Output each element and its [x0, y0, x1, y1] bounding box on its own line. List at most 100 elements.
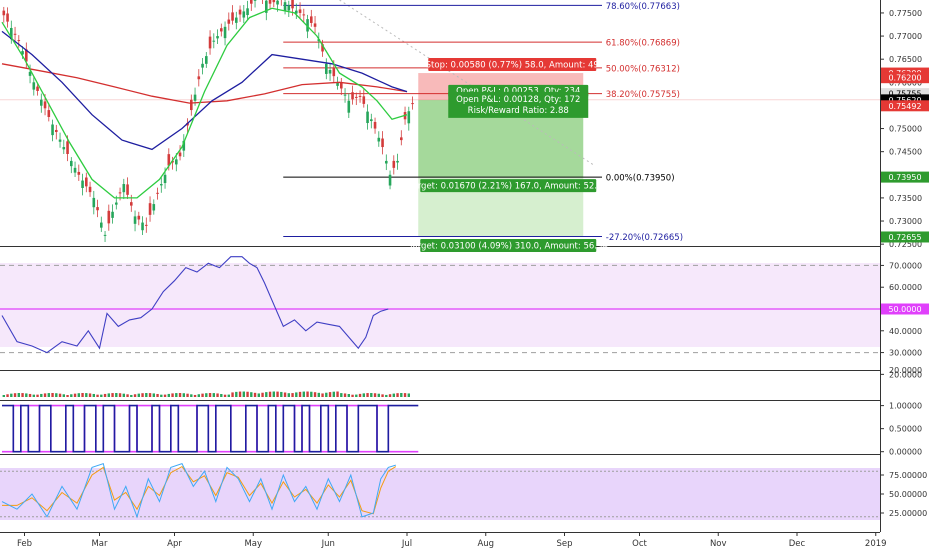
stochastic-layer — [0, 462, 880, 519]
candle-body — [88, 186, 92, 193]
stoch-d-line — [2, 465, 397, 515]
candle-body — [122, 184, 126, 193]
candle-body — [62, 147, 66, 150]
price-tick-label: 0.73500 — [889, 194, 922, 203]
candle-body — [302, 14, 306, 16]
rsi-tick-label: 30.0000 — [889, 349, 922, 358]
candle-body — [355, 96, 358, 98]
candle-body — [265, 0, 268, 13]
candle-body — [358, 95, 362, 97]
candle-body — [133, 216, 137, 224]
candle-body — [197, 76, 201, 80]
open-pl-top-label: Open P&L: 0.00253, Qty: 234 — [456, 86, 580, 96]
target2-label: Target: 0.03100 (4.09%) 310.0, Amount: 5… — [408, 241, 608, 251]
candle-body — [392, 160, 396, 168]
candle-body — [205, 56, 208, 64]
fib-level-label: 50.00%(0.76312) — [606, 64, 680, 74]
ma-green-line — [1, 7, 408, 199]
candle-body — [43, 101, 47, 109]
stoch-k-line — [1, 462, 396, 519]
candle-body — [96, 207, 99, 211]
binary-blue-line — [2, 404, 419, 453]
target1-label-bg — [420, 179, 597, 193]
time-tick-label: Nov — [710, 539, 727, 549]
rsi-tick-label: 60.0000 — [889, 283, 922, 292]
binary-layer — [2, 404, 419, 453]
candle-body — [220, 28, 223, 32]
price-tick-label: 0.75000 — [889, 125, 922, 134]
open-pl-bg — [448, 91, 589, 118]
candle-body — [295, 10, 298, 14]
rsi-tick-label: 40.0000 — [889, 327, 922, 336]
candle-body — [77, 171, 81, 175]
target1-label: Target: 0.01670 (2.21%) 167.0, Amount: 5… — [408, 182, 608, 192]
candle-body — [28, 71, 32, 76]
candle-body — [118, 192, 122, 194]
candle-body — [370, 119, 373, 122]
price-badge-bg — [881, 100, 929, 112]
time-tick-label: Jun — [321, 539, 335, 549]
candle-body — [328, 69, 332, 74]
candle-body — [92, 197, 96, 208]
candle-body — [400, 137, 403, 141]
stoch-tick-label: 25.00000 — [889, 509, 927, 518]
candle-body — [411, 103, 414, 105]
candle-body — [201, 63, 204, 68]
candle-body — [40, 99, 43, 106]
price-badge-label: 0.72655 — [888, 233, 921, 242]
binary-tick-label: 0.00000 — [889, 448, 922, 457]
time-tick-label: Oct — [632, 539, 647, 549]
rsi-level-badge: 50.0000 — [888, 305, 921, 314]
candle-body — [32, 82, 36, 90]
volume-tick-label: 20.0000 — [889, 366, 922, 375]
candle-body — [343, 94, 347, 96]
candle-body — [313, 23, 317, 27]
candle-body — [55, 129, 58, 133]
time-tick-label: Feb — [17, 539, 32, 549]
fib-level-label: 78.60%(0.77663) — [606, 2, 680, 12]
price-tick-label: 0.72500 — [889, 240, 922, 249]
candle-body — [66, 141, 69, 154]
candle-body — [388, 174, 392, 186]
candle-body — [276, 0, 279, 5]
candle-body — [137, 215, 141, 220]
candle-body — [287, 5, 291, 11]
time-tick-label: May — [244, 539, 262, 549]
stop-label: Stop: 0.00580 (0.77%) 58.0, Amount: 49 — [426, 61, 599, 71]
candle-body — [103, 234, 107, 236]
candle-body — [223, 26, 227, 39]
price-badge-label: 0.75492 — [888, 102, 921, 111]
price-tick-label: 0.73000 — [889, 217, 922, 226]
binary-tick-label: 1.00000 — [889, 402, 922, 411]
candle-body — [272, 0, 276, 3]
time-tick-label: Jul — [401, 539, 412, 549]
candle-body — [347, 100, 351, 113]
ma-red-line — [1, 63, 408, 104]
candle-body — [306, 19, 309, 32]
candle-body — [396, 160, 399, 163]
candle-body — [130, 202, 133, 206]
candle-body — [340, 82, 343, 89]
candle-body — [47, 110, 51, 117]
open-pl-label: Open P&L: 0.00128, Qty: 172 — [456, 95, 580, 105]
rsi-layer — [0, 256, 880, 354]
candle-body — [70, 160, 73, 167]
price-badge-bg — [881, 171, 929, 183]
ma-blue-line — [1, 30, 408, 151]
candle-body — [336, 82, 339, 86]
price-scale: 0.775000.770000.765000.760000.755000.750… — [880, 9, 929, 518]
candle-body — [51, 124, 54, 136]
candle-body — [298, 9, 302, 13]
candle-body — [407, 111, 411, 124]
candle-body — [156, 192, 159, 194]
candle-body — [253, 0, 257, 1]
candle-body — [283, 2, 287, 11]
candle-body — [208, 36, 212, 49]
price-badge-bg — [881, 94, 929, 106]
candle-body — [152, 204, 156, 211]
candle-body — [141, 222, 144, 231]
time-tick-label: Mar — [91, 539, 108, 549]
target2-label-bg — [420, 238, 597, 252]
fib-level-label: -27.20%(0.72665) — [606, 233, 683, 243]
